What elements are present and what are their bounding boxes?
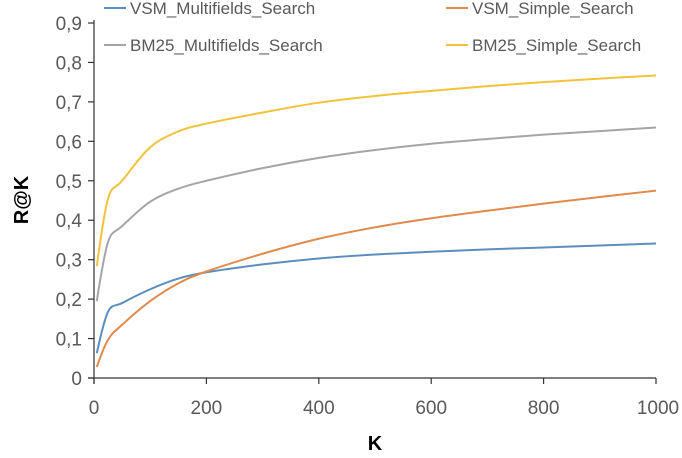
series-line-vsm-multifields-search [95,242,657,354]
plot-lines [95,74,657,368]
y-tick-label: 0,9 [56,14,82,35]
x-tick-label: 1000 [637,398,679,419]
axes [88,20,657,384]
x-tick-label: 0 [89,398,100,419]
series-line-vsm-simple-search [95,189,657,368]
y-tick-label: 0,5 [56,172,82,193]
y-tick-label: 0,2 [56,290,82,311]
x-tick-label: 800 [528,398,560,419]
y-tick-label: 0 [71,369,82,390]
tick-labels: 0 0,1 0,2 0,3 0,4 0,5 0,6 0,7 0,8 0,9 0 200 400 600 80… [56,14,680,419]
series-line-bm25-simple-search [95,74,657,267]
x-tick-label: 400 [303,398,335,419]
legend-label: VSM_Multifields_Search [130,0,315,18]
legend-label: BM25_Simple_Search [472,36,641,55]
y-tick-label: 0,3 [56,251,82,272]
y-tick-label: 0,8 [56,53,82,74]
legend-label: VSM_Simple_Search [472,0,634,18]
y-tick-label: 0,1 [56,330,82,351]
y-tick-label: 0,6 [56,132,82,153]
y-tick-label: 0,4 [56,211,83,232]
x-tick-label: 200 [191,398,223,419]
series-line-bm25-multifields-search [95,126,657,302]
x-axis-title: K [368,433,383,455]
x-tick-label: 600 [415,398,447,419]
legend-label: BM25_Multifields_Search [130,36,323,55]
legend: VSM_Multifields_Search VSM_Simple_Search B… [104,0,641,55]
y-tick-label: 0,7 [56,93,82,114]
y-axis-title: R@K [11,175,33,224]
